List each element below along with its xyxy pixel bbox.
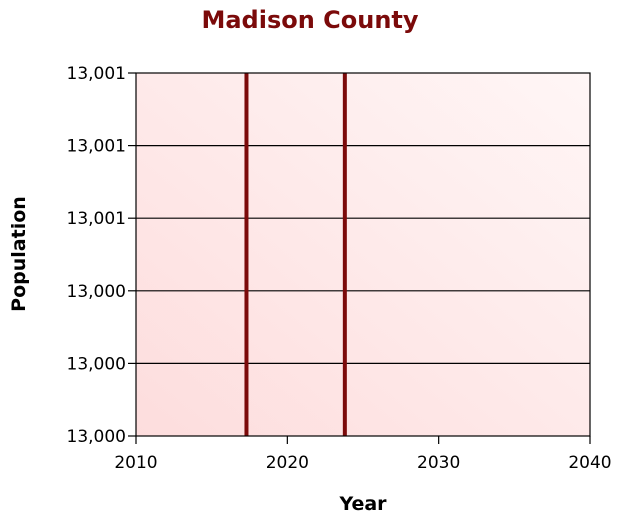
plot-area [136, 73, 590, 436]
y-axis: 13,000 13,000 13,000 13,001 13,001 13,001 [67, 64, 136, 447]
x-axis: 2010 2020 2030 2040 [114, 436, 612, 473]
x-tick-label: 2010 [114, 453, 157, 473]
y-tick-label: 13,000 [67, 282, 126, 302]
y-axis-title: Population [8, 196, 30, 312]
x-axis-title: Year [338, 493, 387, 515]
gridlines [136, 145, 590, 364]
x-tick-label: 2040 [568, 453, 611, 473]
y-tick-label: 13,000 [67, 427, 126, 447]
y-tick-label: 13,001 [67, 137, 126, 157]
x-tick-label: 2030 [417, 453, 460, 473]
vertical-lines [244, 73, 347, 436]
chart-title: Madison County [201, 6, 418, 34]
y-tick-label: 13,001 [67, 209, 126, 229]
y-tick-label: 13,000 [67, 354, 126, 374]
plot-border [135, 72, 591, 437]
x-tick-label: 2020 [266, 453, 309, 473]
y-tick-label: 13,001 [67, 64, 126, 84]
